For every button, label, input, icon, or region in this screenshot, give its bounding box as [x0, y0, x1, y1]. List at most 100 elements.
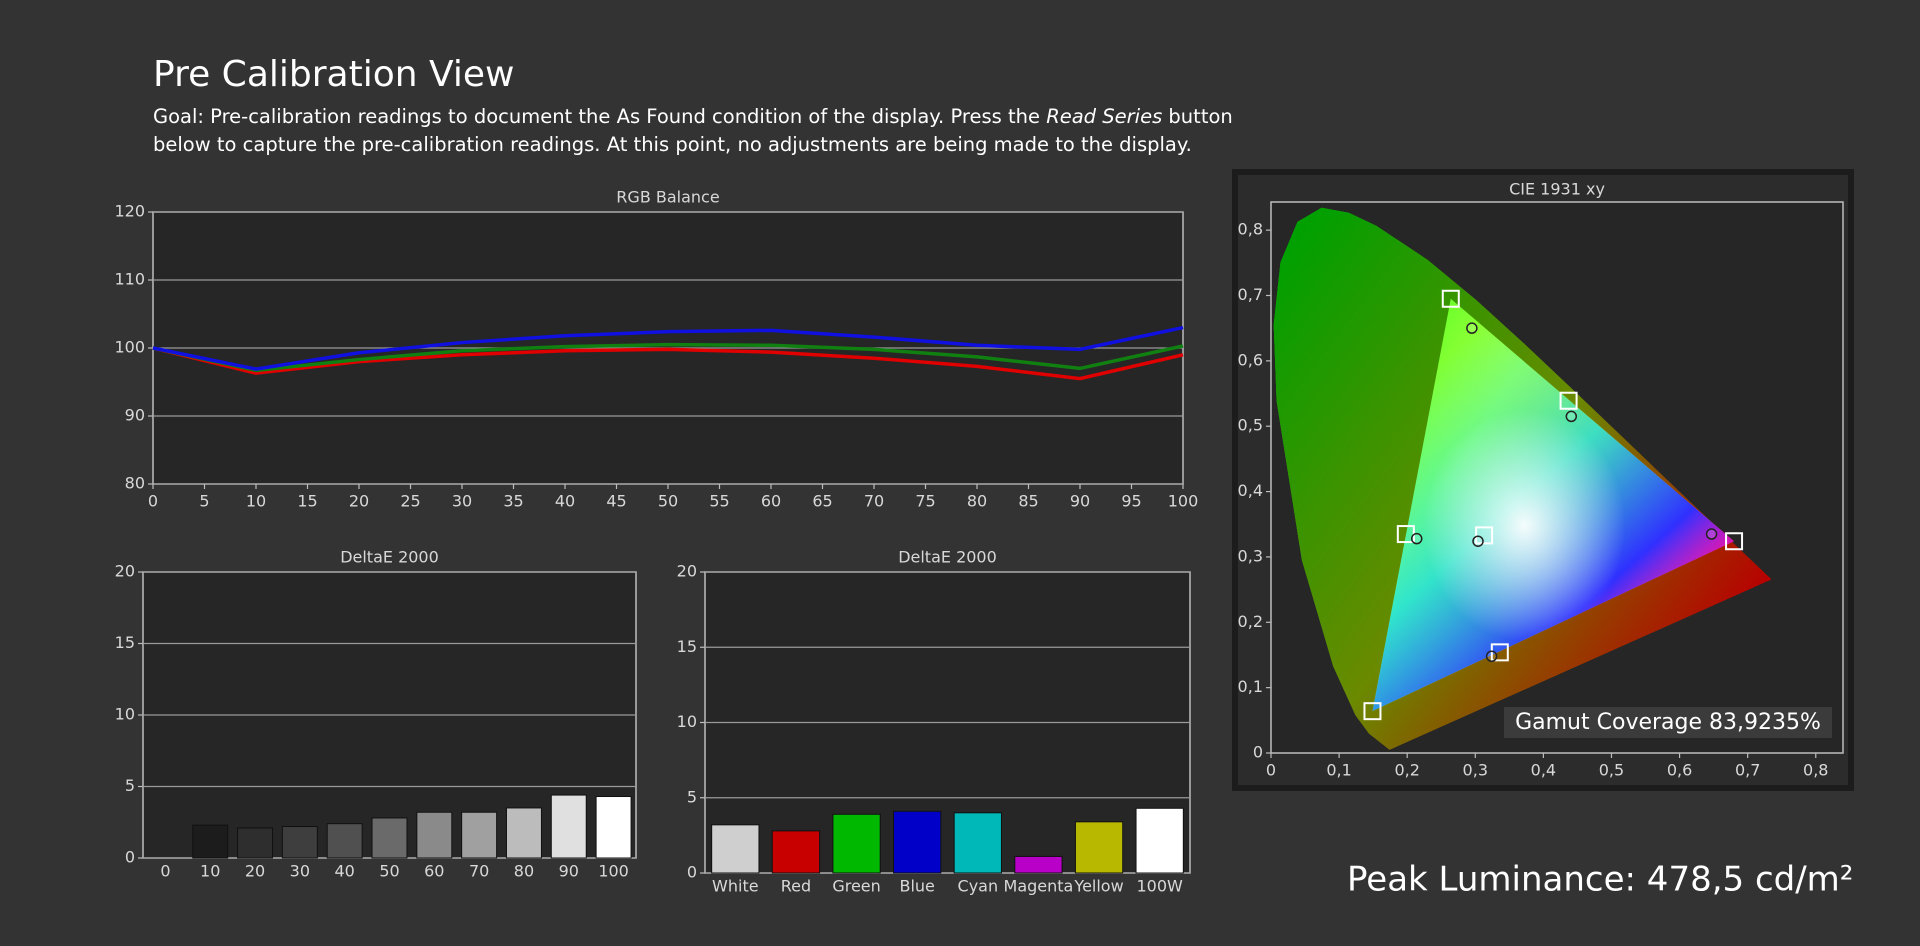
goal-part: button below to capture the pre-calibrat… [153, 105, 1233, 156]
target-point [1363, 702, 1382, 721]
y-tick-label: 5 [687, 787, 697, 806]
series-line [152, 346, 1184, 381]
y-tick-label: 0 [125, 848, 135, 867]
gamut-coverage: Gamut Coverage 83,9235% [1515, 710, 1821, 735]
bar [1014, 855, 1063, 874]
bar [771, 830, 821, 874]
series-line [152, 342, 1184, 373]
y-tick-label: 120 [114, 202, 145, 221]
x-tick-label: 0,5 [1599, 761, 1624, 780]
target-point [1725, 532, 1744, 551]
x-tick-label: Red [781, 877, 811, 896]
measured-point [1565, 410, 1578, 423]
y-tick-label: 100 [114, 338, 145, 357]
target-point [1475, 526, 1494, 545]
target-point [1441, 289, 1460, 308]
x-tick-label: Yellow [1073, 877, 1123, 896]
bar [326, 823, 363, 859]
x-tick-label: 0,4 [1531, 761, 1556, 780]
y-tick-label: 0,4 [1238, 481, 1263, 500]
measured-point [1485, 650, 1498, 663]
y-tick-label: 20 [677, 562, 697, 581]
x-tick-label: 55 [709, 492, 729, 511]
page-title: Pre Calibration View [153, 54, 515, 95]
series-line [152, 325, 1184, 371]
bar [832, 813, 881, 874]
x-tick-label: 25 [400, 492, 420, 511]
x-tick-label: 0,2 [1394, 761, 1419, 780]
x-tick-label: 65 [812, 492, 832, 511]
bar [711, 824, 760, 874]
y-tick-label: 110 [114, 270, 145, 289]
x-tick-label: 0 [1266, 761, 1276, 780]
x-tick-label: 0,1 [1326, 761, 1351, 780]
x-tick-label: 0,6 [1667, 761, 1692, 780]
x-tick-label: 0,8 [1803, 761, 1828, 780]
measured-point [1410, 532, 1423, 545]
measured-point [1705, 528, 1718, 540]
peak-luminance: Peak Luminance: 478,5 cd/m² [1347, 860, 1853, 900]
y-tick-label: 0,7 [1238, 285, 1263, 304]
x-tick-label: 75 [915, 492, 935, 511]
x-tick-label: 70 [864, 492, 884, 511]
x-tick-label: 20 [245, 862, 265, 881]
x-tick-label: 95 [1121, 492, 1141, 511]
x-tick-label: 80 [967, 492, 987, 511]
x-tick-label: Cyan [958, 877, 999, 896]
y-tick-label: 0,2 [1238, 612, 1263, 631]
x-tick-label: Blue [899, 877, 934, 896]
y-tick-label: 0,3 [1238, 546, 1263, 565]
x-tick-label: 90 [559, 862, 579, 881]
x-tick-label: 60 [424, 862, 444, 881]
x-tick-label: 100 [598, 862, 629, 881]
x-tick-label: 90 [1070, 492, 1090, 511]
bar [550, 794, 587, 859]
x-tick-label: 30 [290, 862, 310, 881]
gamut-box [1504, 707, 1832, 738]
bar [953, 812, 1002, 874]
goal-part: Goal: Pre-calibration readings to docume… [153, 105, 1047, 128]
x-tick-label: 0 [148, 492, 158, 511]
y-tick-label: 20 [115, 562, 135, 581]
x-tick-label: 15 [297, 492, 317, 511]
bar [281, 826, 318, 859]
chart-title: CIE 1931 xy [1509, 180, 1605, 199]
goal-emphasis: Read Series [1046, 105, 1163, 128]
x-tick-label: 35 [503, 492, 523, 511]
x-tick-label: 50 [658, 492, 678, 511]
x-tick-label: 45 [606, 492, 626, 511]
measured-point [1472, 535, 1484, 547]
bar [461, 811, 498, 859]
y-tick-label: 0,6 [1238, 350, 1263, 369]
bar [416, 811, 453, 859]
y-tick-label: 10 [677, 712, 697, 731]
y-tick-label: 10 [115, 705, 135, 724]
x-tick-label: 70 [469, 862, 489, 881]
chart-title: DeltaE 2000 [340, 548, 439, 567]
y-tick-label: 80 [125, 474, 145, 493]
y-tick-label: 0 [1253, 743, 1263, 762]
target-point [1490, 643, 1509, 662]
x-tick-label: 40 [555, 492, 575, 511]
y-tick-label: 90 [125, 406, 145, 425]
x-tick-label: 40 [335, 862, 355, 881]
x-tick-label: Green [832, 877, 880, 896]
x-tick-label: 5 [199, 492, 209, 511]
y-tick-label: 0,5 [1238, 416, 1263, 435]
chart-title: DeltaE 2000 [898, 548, 997, 567]
x-tick-label: 20 [349, 492, 369, 511]
gamut-triangle [1372, 298, 1735, 712]
x-tick-label: 80 [514, 862, 534, 881]
bar [192, 824, 229, 859]
x-tick-label: 50 [379, 862, 399, 881]
chart-title: RGB Balance [616, 188, 719, 207]
bar [595, 796, 632, 859]
bar [893, 810, 942, 874]
y-tick-label: 0,8 [1238, 220, 1263, 239]
x-tick-label: 0,3 [1463, 761, 1488, 780]
x-tick-label: White [712, 877, 759, 896]
y-tick-label: 15 [115, 633, 135, 652]
